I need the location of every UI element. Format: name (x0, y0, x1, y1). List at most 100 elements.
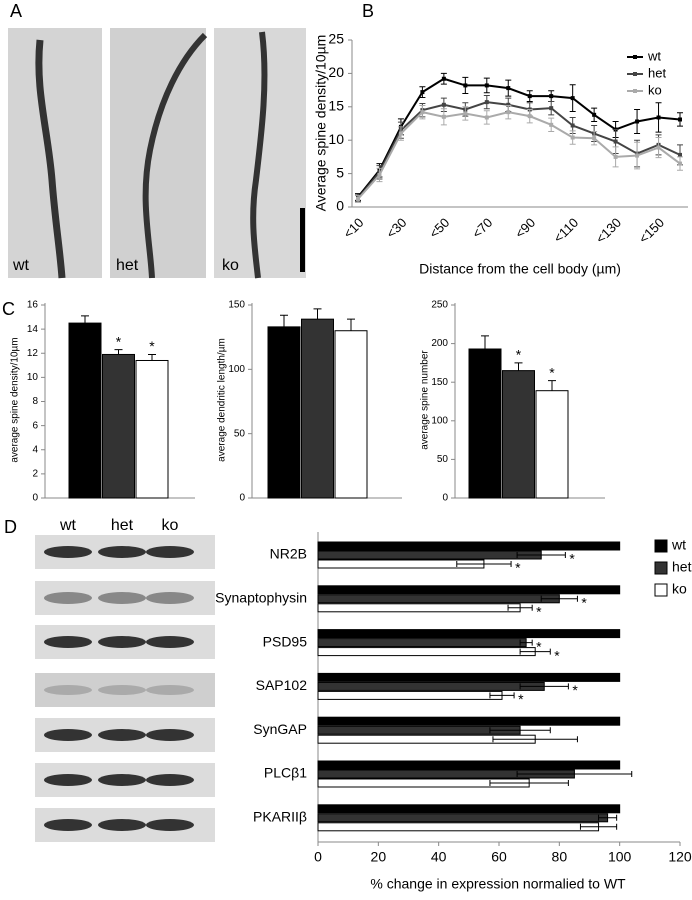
bar (468, 348, 502, 499)
x-tick-label: <150 (636, 215, 667, 246)
category-label: PSD95 (263, 633, 308, 649)
legend-marker (633, 89, 637, 93)
point (484, 115, 489, 120)
legend-label: het (672, 559, 692, 575)
y-tick-label: 100 (431, 415, 448, 426)
blot-band (146, 819, 194, 831)
legend-swatch (654, 583, 668, 597)
micrograph (110, 28, 206, 278)
x-tick-label: 40 (431, 849, 447, 865)
y-tick-label: 14 (27, 324, 39, 335)
bar (317, 550, 542, 560)
dendrite (142, 32, 208, 279)
blot-band (44, 636, 92, 648)
bar (317, 585, 621, 595)
error-bar (489, 692, 515, 699)
y-tick-label: 250 (431, 300, 448, 311)
bar (317, 690, 503, 700)
blot-band (98, 729, 146, 741)
series-line (357, 77, 681, 198)
point (678, 117, 682, 122)
error-bar (516, 552, 566, 558)
bar (317, 647, 536, 657)
category-label: PKARIIβ (253, 809, 307, 825)
error-bar (313, 308, 322, 320)
point (484, 83, 489, 88)
point (463, 111, 468, 116)
x-tick-label: <70 (469, 215, 495, 241)
y-tick-label: 10 (328, 131, 344, 147)
dendrite (250, 31, 268, 279)
y-axis-label: average spine number (420, 350, 431, 450)
legend-label: ko (672, 581, 687, 597)
y-axis-label: average spine density/10µm (10, 337, 21, 462)
x-tick-label: 20 (371, 849, 387, 865)
blot-band (98, 546, 146, 558)
series-line (357, 101, 681, 199)
point (592, 136, 597, 141)
dendrite (35, 39, 66, 279)
category-label: Synaptophysin (215, 590, 307, 606)
point (506, 110, 511, 115)
blot-band (98, 819, 146, 831)
blot-band (98, 592, 146, 604)
legend-label: ko (648, 82, 662, 97)
blot-band (44, 774, 92, 786)
bar (102, 353, 135, 499)
legend-marker (633, 72, 637, 76)
point (506, 102, 511, 107)
point (570, 123, 575, 128)
point (549, 94, 554, 99)
y-tick-label: 2 (32, 469, 38, 480)
y-tick-label: 15 (328, 98, 344, 114)
blot-label: wt (59, 517, 77, 534)
error-bar (519, 639, 533, 646)
x-axis-label: Distance from the cell body (µm) (419, 261, 621, 277)
x-tick-label: 100 (608, 849, 632, 865)
y-tick-label: 0 (336, 198, 344, 214)
y-axis-label: average dendritic length/µm (217, 338, 228, 462)
point (656, 145, 661, 150)
y-tick-label: 0 (442, 493, 448, 504)
blot-band (146, 774, 194, 786)
point (635, 119, 640, 124)
x-tick-label: 60 (491, 849, 507, 865)
point (678, 152, 682, 157)
error-bar (492, 736, 578, 743)
series-line (357, 111, 681, 200)
y-tick-label: 200 (431, 338, 448, 349)
error-bar (514, 362, 523, 371)
y-tick-label: 0 (239, 493, 245, 504)
blot-band (44, 592, 92, 604)
y-tick-label: 0 (32, 493, 38, 504)
y-tick-label: 4 (32, 444, 38, 455)
blot-band (98, 774, 146, 786)
point (570, 135, 575, 140)
significance: * (536, 604, 542, 620)
bar (317, 681, 545, 691)
error-bar (456, 561, 512, 567)
error-bar (548, 380, 556, 391)
y-tick-label: 150 (228, 300, 245, 311)
significance: * (518, 691, 524, 707)
x-tick-label: <50 (426, 215, 452, 241)
x-tick-label: 0 (314, 849, 322, 865)
significance: * (572, 682, 578, 698)
bar (317, 541, 621, 551)
y-tick-label: 50 (234, 428, 246, 439)
significance: * (569, 551, 575, 567)
image-label: het (116, 257, 139, 274)
western-blots (35, 535, 215, 842)
panel-label: B (362, 1, 374, 21)
error-bar (114, 349, 123, 355)
image-label: ko (222, 257, 239, 274)
point (592, 112, 597, 117)
significance: * (149, 338, 155, 354)
category-label: NR2B (270, 546, 307, 562)
bar (267, 326, 301, 499)
error-bar (598, 814, 618, 821)
blot-band (98, 685, 146, 695)
legend-swatch (654, 561, 668, 575)
